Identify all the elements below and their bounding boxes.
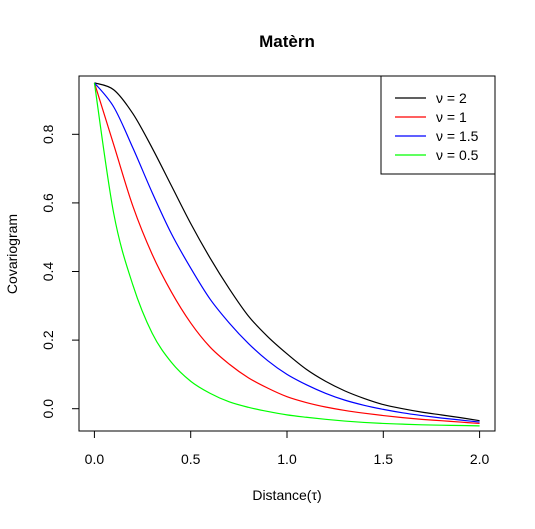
plot-area: 0.0 0.5 1.0 1.5 2.0 0.0 0.2 0.4 0.6 0.8: [40, 75, 496, 467]
x-axis: 0.0 0.5 1.0 1.5 2.0: [85, 430, 490, 467]
series-line-nu-1: [93, 82, 480, 425]
legend-label: ν = 1: [436, 109, 467, 125]
chart-title: Matèrn: [259, 32, 315, 51]
legend-label: ν = 2: [436, 90, 467, 106]
y-axis: 0.0 0.2 0.4 0.6 0.8: [40, 124, 80, 419]
legend-box: [380, 75, 496, 175]
legend-label: ν = 0.5: [436, 147, 479, 163]
x-tick-label: 1.5: [374, 451, 394, 467]
x-tick-label: 0.5: [181, 451, 201, 467]
y-axis-label: Covariogram: [4, 214, 20, 294]
series-line-nu-0-5: [93, 82, 480, 427]
x-axis-label: Distance(τ): [252, 487, 321, 503]
y-tick-label: 0.8: [40, 124, 56, 144]
series-line-nu-2: [94, 82, 480, 422]
y-tick-label: 0.4: [40, 262, 56, 282]
y-tick-label: 0.0: [40, 399, 56, 419]
series-line-nu-1-5: [93, 82, 480, 423]
series-lines: [93, 82, 480, 427]
y-tick-label: 0.6: [40, 193, 56, 213]
x-tick-label: 2.0: [470, 451, 490, 467]
legend: ν = 2 ν = 1 ν = 1.5 ν = 0.5: [380, 75, 496, 175]
y-tick-label: 0.2: [40, 330, 56, 350]
x-tick-label: 0.0: [85, 451, 105, 467]
legend-label: ν = 1.5: [436, 128, 479, 144]
x-tick-label: 1.0: [277, 451, 297, 467]
